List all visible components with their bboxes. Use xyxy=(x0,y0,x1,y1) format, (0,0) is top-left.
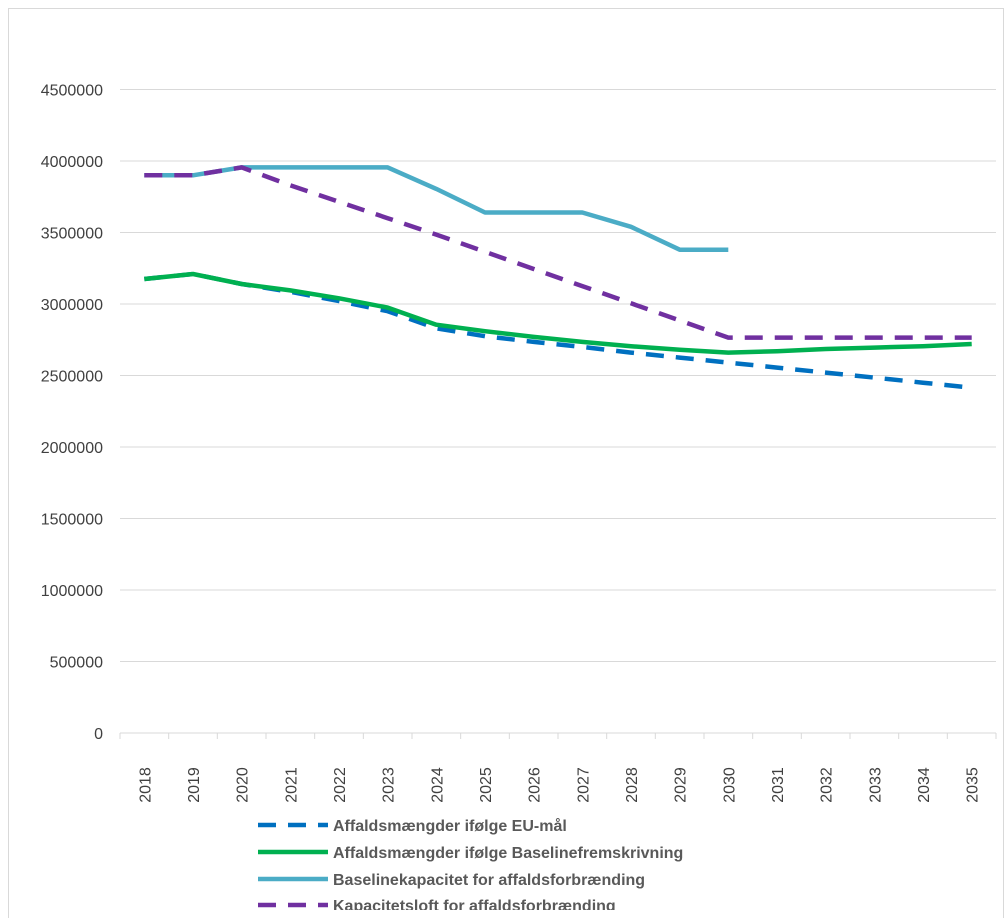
y-tick-label: 1500000 xyxy=(41,512,103,529)
legend-label-3: Baselinekapacitet for affaldsforbrænding xyxy=(333,872,645,889)
y-tick-label: 4000000 xyxy=(41,154,103,171)
x-tick-label: 2020 xyxy=(235,767,252,803)
y-tick-label: 500000 xyxy=(50,655,103,672)
x-tick-label: 2035 xyxy=(965,767,982,803)
series-line-4 xyxy=(144,165,972,340)
gridlines xyxy=(120,89,996,734)
y-tick-label: 2000000 xyxy=(41,440,103,457)
legend-label-4: Kapacitetsloft for affaldsforbrænding xyxy=(333,898,616,910)
x-tick-label: 2028 xyxy=(624,767,641,803)
x-tick-label: 2033 xyxy=(867,767,884,803)
x-tick-label: 2026 xyxy=(527,767,544,803)
y-tick-label: 4500000 xyxy=(41,83,103,100)
y-tick-label: 3000000 xyxy=(41,297,103,314)
x-tick-label: 2018 xyxy=(137,767,154,803)
chart-frame xyxy=(8,8,1004,918)
x-tick-label: 2029 xyxy=(673,767,690,803)
y-tick-label: 1000000 xyxy=(41,583,103,600)
x-tick-label: 2022 xyxy=(332,767,349,803)
x-tick-label: 2025 xyxy=(478,767,495,803)
series-lines xyxy=(144,165,972,390)
x-tick-label: 2019 xyxy=(186,767,203,803)
y-tick-label: 3500000 xyxy=(41,226,103,243)
series-line-3 xyxy=(144,165,729,252)
y-tick-label: 0 xyxy=(94,726,103,743)
legend: Affaldsmængder ifølge EU-mål Affaldsmængd… xyxy=(258,817,683,910)
x-tick-label: 2027 xyxy=(575,767,592,803)
x-tick-label: 2031 xyxy=(770,767,787,803)
series-line-1 xyxy=(144,271,972,390)
x-tick-label: 2024 xyxy=(429,767,446,803)
x-tick-label: 2023 xyxy=(381,767,398,803)
x-tick-label: 2030 xyxy=(721,767,738,803)
x-tick-label: 2034 xyxy=(916,767,933,803)
legend-label-2: Affaldsmængder ifølge Baselinefremskrivn… xyxy=(333,845,683,862)
y-axis-ticks: 0 500000 1000000 1500000 2000000 2500000 30000… xyxy=(41,83,103,744)
x-tick-label: 2032 xyxy=(819,767,836,803)
x-axis-ticks: 2018 2019 2020 2021 2022 2023 2024 2025 2026 2027… xyxy=(119,733,997,803)
y-tick-label: 2500000 xyxy=(41,369,103,386)
series-line-2 xyxy=(144,271,972,355)
legend-label-1: Affaldsmængder ifølge EU-mål xyxy=(333,817,567,835)
x-tick-label: 2021 xyxy=(283,767,300,803)
